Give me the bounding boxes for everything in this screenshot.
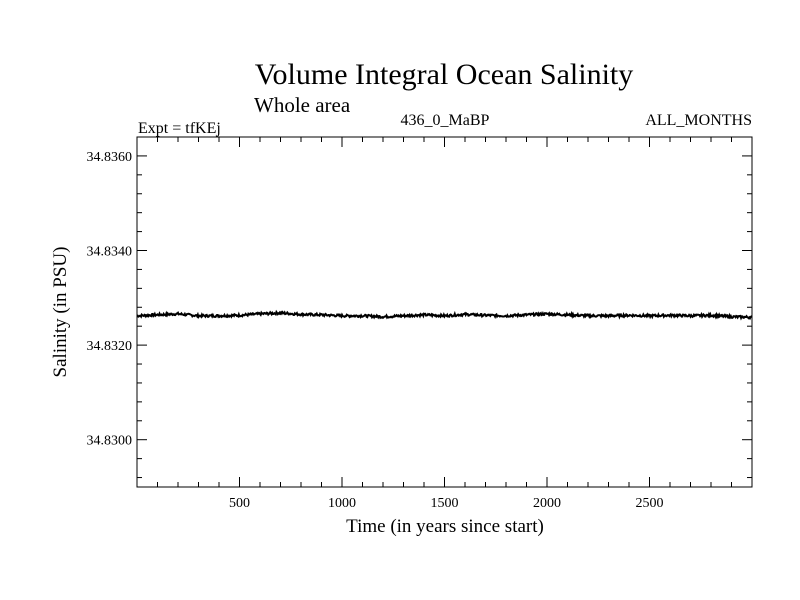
- y-tick-labels: 34.8300 34.8320 34.8340 34.8360: [87, 150, 133, 449]
- y-tick-label: 34.8320: [87, 339, 133, 354]
- y-tick-label: 34.8340: [87, 245, 133, 260]
- x-tick-label: 2000: [533, 496, 561, 511]
- x-tick-label: 1500: [431, 496, 459, 511]
- x-tick-labels: 500 1000 1500 2000 2500: [229, 496, 664, 511]
- chart-title: Volume Integral Ocean Salinity: [255, 58, 634, 91]
- months-label: ALL_MONTHS: [645, 112, 752, 129]
- x-tick-label: 1000: [328, 496, 356, 511]
- y-tick-label: 34.8360: [87, 150, 133, 165]
- x-tick-label: 500: [229, 496, 250, 511]
- experiment-label: Expt = tfKEj: [138, 120, 221, 137]
- y-axis-label: Salinity (in PSU): [50, 247, 71, 378]
- plot-frame: [136, 136, 753, 488]
- axis-ticks: [137, 136, 752, 487]
- x-tick-label: 2500: [636, 496, 664, 511]
- y-tick-label: 34.8300: [87, 434, 133, 449]
- run-label: 436_0_MaBP: [401, 112, 490, 129]
- chart-subtitle: Whole area: [254, 93, 351, 117]
- x-axis-label: Time (in years since start): [346, 516, 544, 537]
- salinity-series-line: [136, 309, 753, 321]
